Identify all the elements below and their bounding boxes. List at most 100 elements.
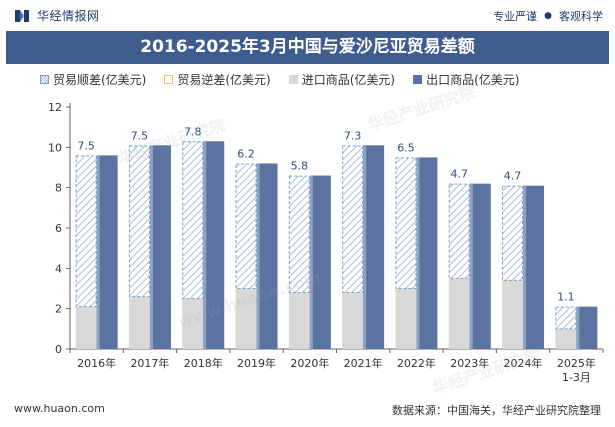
export-bar-highlight	[96, 155, 100, 349]
x-tick-label: 2017年	[130, 356, 169, 370]
import-bar	[182, 298, 204, 349]
x-tick-label-line: 2024年	[504, 356, 543, 370]
x-tick-label: 2019年	[237, 356, 276, 370]
x-tick-label: 2020年	[290, 356, 329, 370]
export-bar-highlight	[309, 175, 313, 349]
legend-item-deficit: 贸易逆差(亿美元)	[164, 71, 271, 88]
surplus-bar	[288, 175, 310, 294]
x-tick-label-line: 2025年	[557, 356, 596, 370]
legend-item-export: 出口商品(亿美元)	[413, 71, 520, 88]
footer-website: www.huaon.com	[14, 402, 105, 415]
y-tick-label: 2	[55, 303, 62, 316]
x-tick-label-line: 2019年	[237, 356, 276, 370]
surplus-data-label: 7.8	[184, 125, 202, 138]
x-tick-label: 2021年	[344, 356, 383, 370]
export-bar	[203, 141, 225, 349]
surplus-data-label: 7.5	[131, 129, 149, 142]
chart-title: 2016-2025年3月中国与爱沙尼亚贸易差额	[6, 31, 609, 64]
import-bar	[555, 328, 577, 349]
import-bar	[395, 288, 417, 349]
legend-item-import: 进口商品(亿美元)	[288, 71, 396, 88]
x-tick-label-line: 2021年	[344, 356, 383, 370]
export-bar-highlight	[256, 163, 260, 349]
y-tick-label: 4	[55, 262, 62, 275]
import-bar	[502, 280, 524, 349]
export-bar	[576, 306, 598, 349]
surplus-data-label: 5.8	[291, 160, 309, 173]
legend-swatch-import	[288, 75, 298, 84]
x-tick-label: 2016年	[77, 356, 116, 370]
x-tick-label-line: 2018年	[184, 356, 223, 370]
x-tick-label: 2022年	[397, 356, 436, 370]
top-bar: 华经情报网 专业严谨 ● 客观科学	[0, 0, 615, 30]
import-bar	[448, 278, 470, 349]
x-tick-label: 2018年	[184, 356, 223, 370]
surplus-bar	[235, 163, 257, 289]
chart-legend: 贸易顺差(亿美元) 贸易逆差(亿美元) 进口商品(亿美元) 出口商品(亿美元)	[40, 71, 600, 88]
legend-label-deficit: 贸易逆差(亿美元)	[177, 73, 271, 87]
legend-label-surplus: 贸易顺差(亿美元)	[53, 73, 147, 87]
surplus-bar	[395, 157, 417, 289]
surplus-bar	[448, 183, 470, 279]
legend-label-export: 出口商品(亿美元)	[426, 73, 520, 87]
tagline-right: 客观科学	[559, 10, 603, 23]
y-tick-label: 10	[48, 141, 62, 154]
import-bar	[75, 306, 97, 349]
surplus-bar	[502, 185, 524, 281]
x-tick-label-line: 2022年	[397, 356, 436, 370]
surplus-data-label: 6.2	[237, 147, 255, 160]
legend-swatch-export	[413, 75, 423, 84]
export-bar-highlight	[149, 145, 153, 349]
x-tick-label: 2023年	[450, 356, 489, 370]
export-bar	[309, 175, 331, 349]
brand: 华经情报网	[14, 7, 100, 24]
export-bar	[363, 145, 385, 349]
export-bar-highlight	[576, 306, 580, 349]
surplus-data-label: 1.1	[557, 291, 575, 304]
footer-source: 数据来源：中国海关，华经产业研究院整理	[392, 404, 601, 417]
surplus-data-label: 4.7	[504, 170, 522, 183]
legend-swatch-deficit	[164, 75, 174, 84]
surplus-data-label: 4.7	[451, 168, 469, 181]
huajing-logo-icon	[15, 9, 29, 22]
surplus-bar	[182, 141, 204, 300]
x-tick-label: 2024年	[504, 356, 543, 370]
tagline: 专业严谨 ● 客观科学	[493, 8, 603, 24]
x-tick-label-line: 2020年	[290, 356, 329, 370]
surplus-data-label: 7.5	[77, 139, 95, 152]
legend-label-import: 进口商品(亿美元)	[301, 73, 396, 87]
import-bar	[288, 292, 310, 349]
export-bar	[96, 155, 118, 349]
legend-item-surplus: 贸易顺差(亿美元)	[40, 71, 146, 88]
x-tick-label-line: 1-3月	[562, 371, 591, 384]
export-bar	[416, 157, 438, 349]
export-bar	[523, 185, 545, 349]
export-bar-highlight	[363, 145, 367, 349]
y-tick-label: 6	[55, 222, 62, 235]
y-tick-label: 0	[55, 343, 62, 356]
import-bar	[128, 296, 150, 349]
surplus-bar	[128, 145, 150, 298]
import-bar	[342, 292, 364, 349]
export-bar	[256, 163, 278, 349]
surplus-data-label: 6.5	[397, 141, 415, 154]
x-tick-label: 2025年 1-3月	[557, 356, 596, 384]
export-bar	[149, 145, 171, 349]
surplus-bar	[75, 155, 97, 308]
x-tick-label-line: 2023年	[450, 356, 489, 370]
y-tick-label: 12	[48, 101, 62, 114]
surplus-bar	[555, 306, 577, 330]
brand-name: 华经情报网	[37, 9, 100, 23]
surplus-data-label: 7.3	[344, 129, 362, 142]
x-tick-label-line: 2017年	[130, 356, 169, 370]
export-bar-highlight	[416, 157, 420, 349]
x-tick-label-line: 2016年	[77, 356, 116, 370]
y-tick-label: 8	[55, 182, 62, 195]
tagline-dot: ●	[544, 11, 552, 21]
export-bar-highlight	[469, 183, 473, 349]
export-bar	[469, 183, 491, 349]
surplus-bar	[342, 145, 364, 294]
legend-swatch-surplus	[40, 75, 49, 84]
export-bar-highlight	[523, 185, 527, 349]
